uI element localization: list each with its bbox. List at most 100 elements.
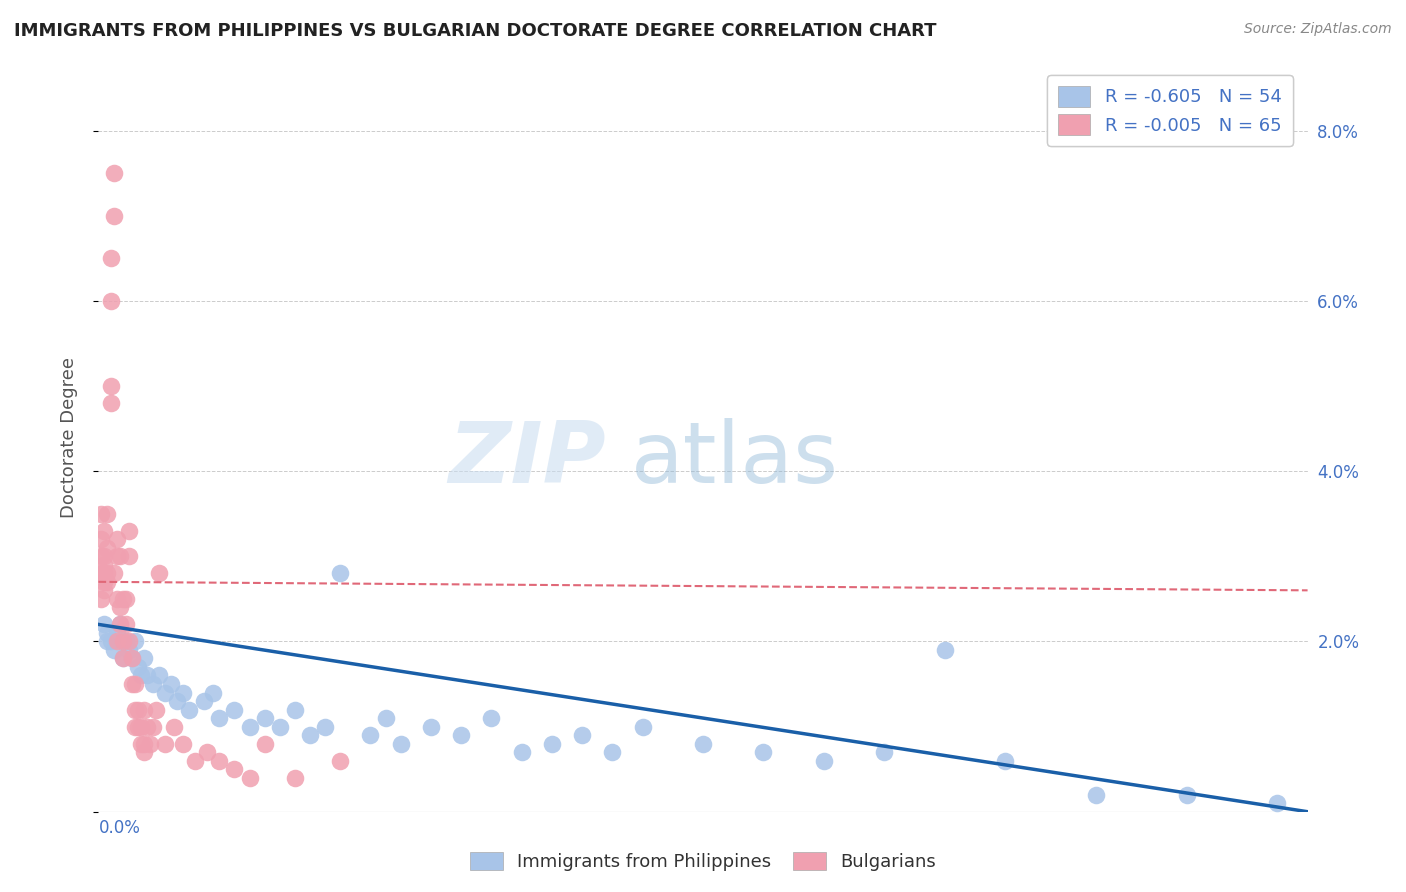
Point (111, 651, 134, 665)
Point (145, 702, 167, 716)
Point (142, 720, 165, 734)
Point (93, 617, 115, 632)
Point (172, 737, 194, 751)
Point (239, 771, 262, 785)
Point (90, 566, 112, 581)
Point (124, 677, 146, 691)
Point (692, 737, 714, 751)
Point (284, 702, 307, 716)
Point (813, 754, 835, 768)
Point (108, 617, 131, 632)
Point (132, 745, 155, 759)
Point (96, 541, 118, 555)
Point (124, 702, 146, 716)
Point (253, 711, 276, 725)
Point (127, 720, 149, 734)
Point (873, 745, 896, 759)
Point (135, 668, 157, 682)
Point (1085, 788, 1108, 802)
Point (96, 574, 118, 589)
Point (90, 591, 112, 606)
Point (118, 634, 141, 648)
Point (103, 209, 125, 223)
Point (93, 524, 115, 538)
Point (163, 720, 186, 734)
Point (121, 677, 143, 691)
Point (129, 720, 152, 734)
Point (105, 549, 128, 564)
Point (195, 745, 218, 759)
Point (540, 737, 562, 751)
Text: 0.0%: 0.0% (98, 819, 141, 838)
Point (153, 685, 176, 699)
Point (132, 651, 155, 665)
Text: Source: ZipAtlas.com: Source: ZipAtlas.com (1244, 22, 1392, 37)
Point (111, 651, 134, 665)
Point (105, 533, 128, 547)
Point (1267, 796, 1289, 810)
Point (118, 549, 141, 564)
Point (108, 600, 131, 615)
Point (105, 634, 128, 648)
Point (105, 591, 128, 606)
Point (96, 634, 118, 648)
Point (96, 566, 118, 581)
Point (93, 558, 115, 572)
Point (139, 737, 162, 751)
Point (111, 591, 134, 606)
Point (121, 651, 143, 665)
Point (284, 771, 307, 785)
Point (90, 507, 112, 521)
Point (121, 651, 143, 665)
Point (602, 745, 624, 759)
Point (114, 591, 136, 606)
Point (329, 754, 352, 768)
Point (193, 694, 215, 708)
Point (100, 379, 122, 393)
Point (224, 762, 246, 776)
Point (172, 685, 194, 699)
Point (160, 677, 183, 691)
Point (108, 549, 131, 564)
Point (96, 507, 118, 521)
Point (208, 711, 231, 725)
Point (129, 668, 152, 682)
Point (105, 626, 128, 640)
Point (90, 533, 112, 547)
Point (96, 626, 118, 640)
Point (93, 574, 115, 589)
Point (132, 702, 155, 716)
Point (153, 737, 176, 751)
Legend: R = -0.605   N = 54, R = -0.005   N = 65: R = -0.605 N = 54, R = -0.005 N = 65 (1047, 75, 1292, 145)
Point (124, 720, 146, 734)
Point (118, 524, 141, 538)
Point (184, 754, 207, 768)
Text: atlas: atlas (630, 418, 838, 501)
Point (100, 396, 122, 410)
Point (1175, 788, 1198, 802)
Point (93, 583, 115, 598)
Point (752, 745, 775, 759)
Point (103, 643, 125, 657)
Point (481, 711, 503, 725)
Point (111, 634, 134, 648)
Point (103, 166, 125, 180)
Point (299, 728, 322, 742)
Point (100, 634, 122, 648)
Point (994, 754, 1017, 768)
Point (166, 694, 188, 708)
Point (114, 617, 136, 632)
Point (934, 643, 956, 657)
Legend: Immigrants from Philippines, Bulgarians: Immigrants from Philippines, Bulgarians (463, 845, 943, 879)
Point (132, 737, 155, 751)
Point (124, 634, 146, 648)
Point (90, 549, 112, 564)
Point (179, 702, 201, 716)
Point (360, 728, 382, 742)
Point (100, 293, 122, 308)
Point (571, 728, 593, 742)
Text: ZIP: ZIP (449, 418, 606, 501)
Point (374, 711, 396, 725)
Point (100, 252, 122, 266)
Point (118, 643, 141, 657)
